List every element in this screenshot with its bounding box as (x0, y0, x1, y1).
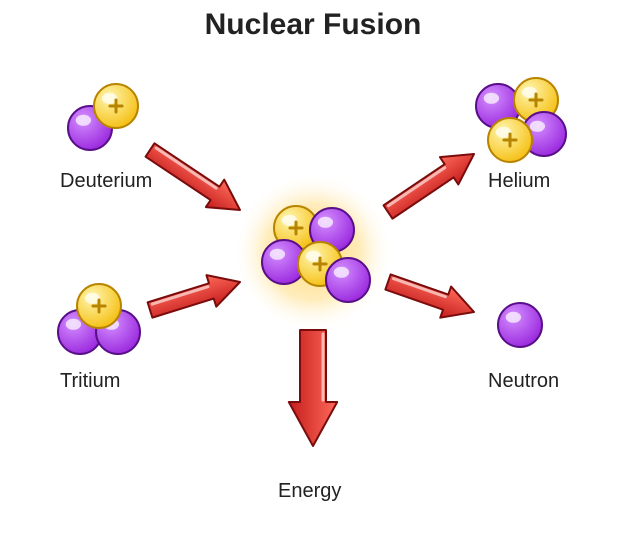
arrow-energy-out (289, 330, 337, 446)
cluster-deuterium (68, 84, 138, 150)
arrow-helium-out (379, 140, 483, 225)
label-tritium: Tritium (60, 370, 120, 393)
label-neutron: Neutron (488, 370, 559, 393)
cluster-helium (476, 78, 566, 162)
arrow-deuterium-in (141, 136, 249, 223)
diagram-canvas (0, 0, 626, 536)
neutron-sphere (326, 258, 370, 302)
cluster-neutron (498, 303, 542, 347)
label-deuterium: Deuterium (60, 170, 152, 193)
neutron-sphere (498, 303, 542, 347)
cluster-tritium (58, 284, 140, 354)
label-helium: Helium (488, 170, 550, 193)
label-energy: Energy (278, 480, 341, 503)
arrow-tritium-in (145, 266, 245, 326)
arrow-neutron-out (383, 266, 480, 327)
